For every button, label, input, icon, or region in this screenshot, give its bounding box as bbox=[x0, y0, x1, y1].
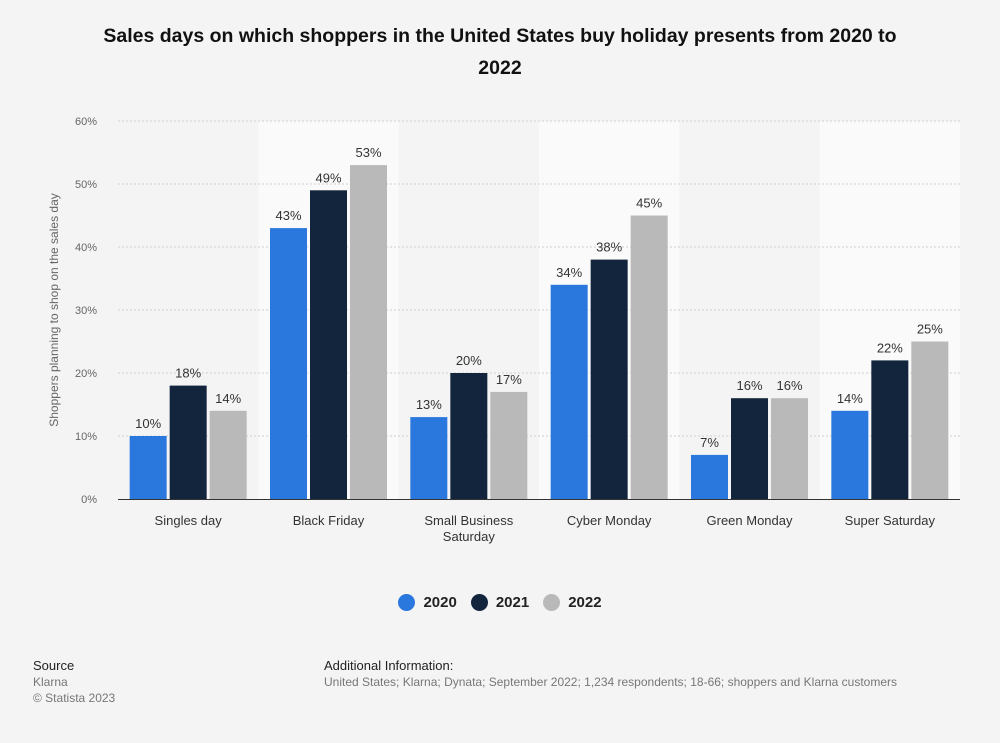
data-label: 14% bbox=[837, 391, 863, 406]
bar-2021 bbox=[169, 385, 207, 499]
source-block: Source Klarna © Statista 2023 bbox=[33, 658, 115, 706]
legend-swatch bbox=[470, 594, 488, 611]
chart-title: Sales days on which shoppers in the Unit… bbox=[0, 20, 1000, 84]
data-label: 13% bbox=[416, 397, 442, 412]
y-tick-label: 20% bbox=[75, 368, 97, 380]
data-label: 38% bbox=[596, 240, 622, 255]
data-label: 16% bbox=[736, 378, 762, 393]
data-label: 49% bbox=[315, 170, 341, 185]
data-label: 14% bbox=[215, 391, 241, 406]
data-label: 22% bbox=[877, 340, 903, 355]
y-tick-label: 30% bbox=[75, 305, 97, 317]
source-line-2: © Statista 2023 bbox=[33, 691, 116, 705]
data-label: 25% bbox=[917, 322, 943, 337]
legend-swatch bbox=[398, 594, 416, 611]
additional-info-block: Additional Information: United States; K… bbox=[324, 658, 897, 690]
x-tick-label: Singles day bbox=[155, 513, 223, 528]
data-label: 53% bbox=[355, 145, 381, 160]
data-label: 18% bbox=[175, 366, 201, 381]
bar-2021 bbox=[590, 259, 628, 499]
bar-2020 bbox=[550, 284, 588, 499]
additional-info-text: United States; Klarna; Dynata; September… bbox=[324, 675, 898, 689]
y-axis-title: Shoppers planning to shop on the sales d… bbox=[47, 193, 61, 427]
chart-title-line-2: 2022 bbox=[478, 57, 522, 79]
bar-2022 bbox=[490, 391, 528, 499]
bar-2021 bbox=[310, 190, 347, 500]
bar-2022 bbox=[911, 341, 949, 499]
data-label: 34% bbox=[556, 265, 582, 280]
source-line-1: Klarna bbox=[33, 675, 68, 689]
bar-2021 bbox=[731, 398, 768, 499]
bar-2022 bbox=[350, 165, 387, 499]
source-heading: Source bbox=[33, 658, 75, 673]
data-label: 45% bbox=[636, 196, 662, 211]
bar-2022 bbox=[209, 410, 247, 499]
data-label: 10% bbox=[135, 416, 161, 431]
y-tick-label: 60% bbox=[75, 116, 97, 128]
chart-legend: 2020 2021 2022 bbox=[0, 594, 1000, 611]
bar-2022 bbox=[630, 215, 668, 499]
legend-label: 2022 bbox=[568, 594, 602, 611]
data-label: 17% bbox=[496, 372, 522, 387]
y-tick-label: 40% bbox=[75, 242, 97, 254]
x-tick-label: Black Friday bbox=[293, 513, 365, 528]
x-tick-label: Green Monday bbox=[707, 513, 793, 528]
chart-title-line-1: Sales days on which shoppers in the Unit… bbox=[103, 25, 897, 47]
data-label: 16% bbox=[776, 378, 802, 393]
bar-2020 bbox=[691, 454, 728, 499]
bar-2021 bbox=[871, 360, 909, 499]
data-label: 20% bbox=[456, 353, 482, 368]
bar-2020 bbox=[410, 417, 448, 499]
legend-item-2022[interactable]: 2022 bbox=[543, 594, 602, 611]
bar-2020 bbox=[270, 228, 307, 499]
data-label: 43% bbox=[275, 208, 301, 223]
bar-2022 bbox=[771, 398, 808, 499]
y-tick-label: 10% bbox=[75, 431, 97, 443]
bar-2020 bbox=[831, 410, 869, 499]
y-tick-label: 0% bbox=[81, 494, 97, 506]
x-tick-label: Small Business bbox=[424, 513, 513, 528]
legend-label: 2021 bbox=[495, 594, 530, 611]
legend-item-2020[interactable]: 2020 bbox=[398, 594, 457, 611]
data-label: 7% bbox=[700, 435, 719, 450]
bar-chart: 0% 10% 20% 30% 40% 50% 60% 10% 43% 13% 34% 7% 14% 18%… bbox=[47, 116, 960, 544]
additional-info-heading: Additional Information: bbox=[324, 658, 454, 673]
y-tick-label: 50% bbox=[75, 179, 97, 191]
legend-item-2021[interactable]: 2021 bbox=[470, 594, 530, 611]
bar-2020 bbox=[129, 436, 167, 499]
x-tick-label: Cyber Monday bbox=[567, 513, 652, 528]
legend-swatch bbox=[543, 594, 561, 611]
bar-2021 bbox=[450, 373, 488, 499]
legend-label: 2020 bbox=[423, 594, 457, 611]
x-tick-label: Super Saturday bbox=[845, 513, 936, 528]
x-tick-label: Saturday bbox=[443, 529, 496, 544]
